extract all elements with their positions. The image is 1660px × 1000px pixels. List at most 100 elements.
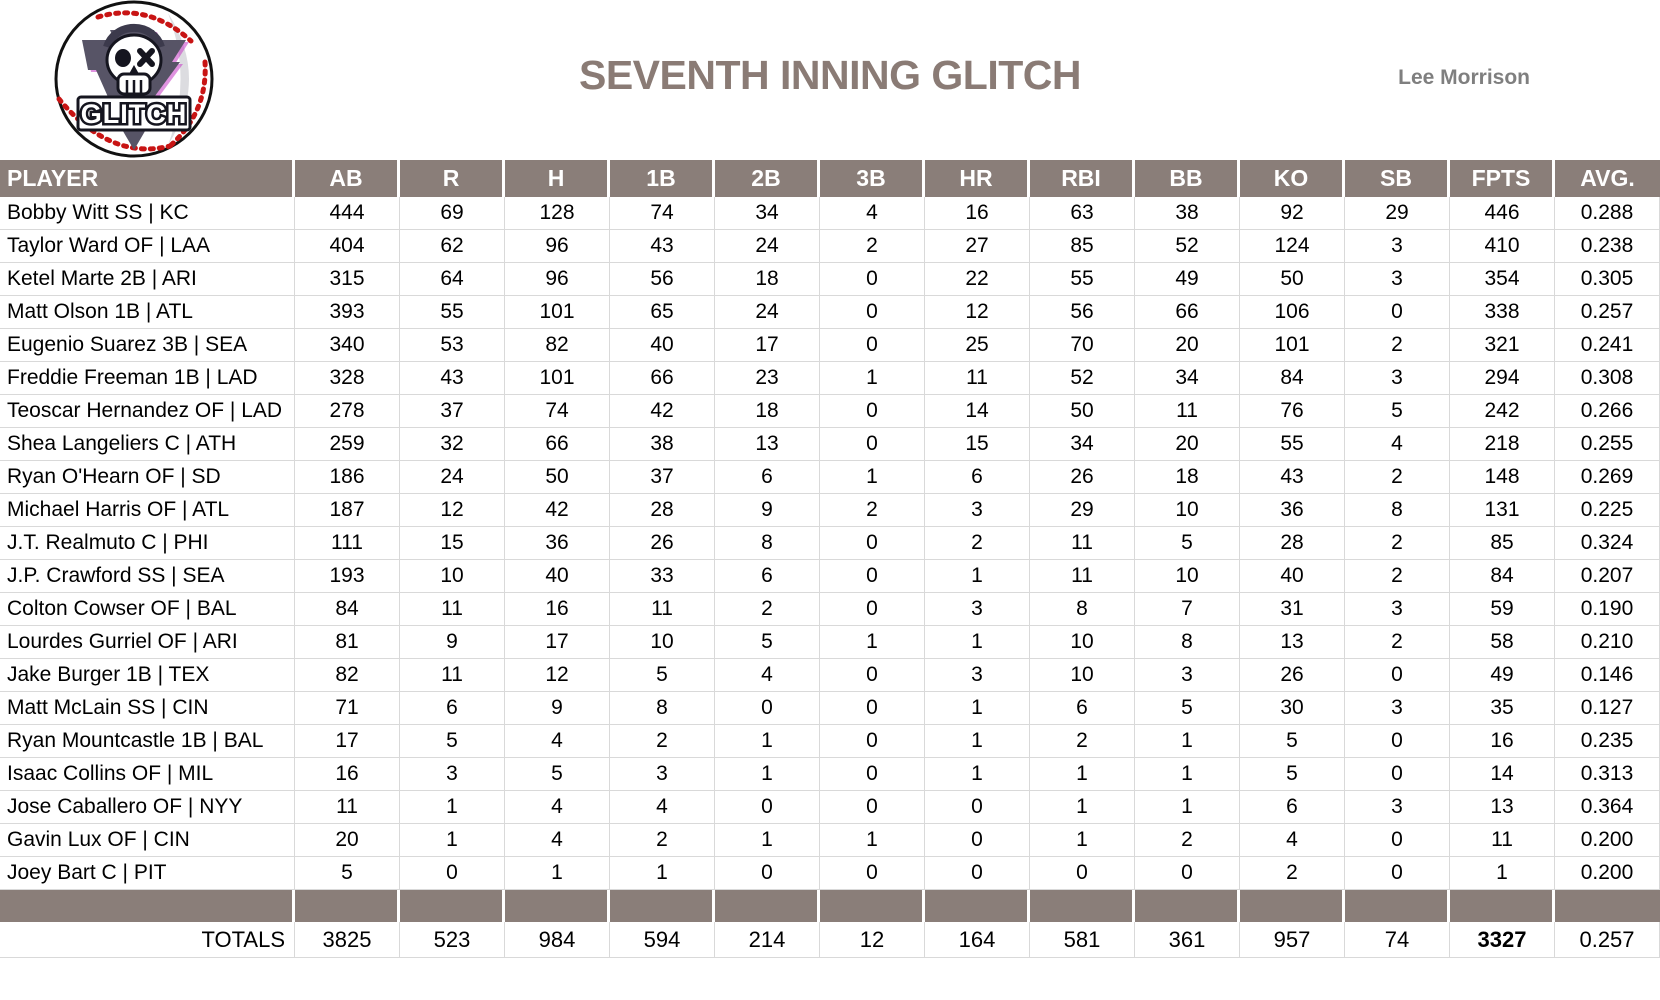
stat-cell: 1: [925, 758, 1030, 791]
stat-cell: 6: [400, 692, 505, 725]
stat-cell: 6: [1030, 692, 1135, 725]
stat-cell: 10: [1135, 560, 1240, 593]
stat-cell: 3: [610, 758, 715, 791]
stat-cell: 43: [400, 362, 505, 395]
stat-cell: 1: [925, 626, 1030, 659]
stat-cell: 15: [400, 527, 505, 560]
stat-cell: 49: [1450, 659, 1555, 692]
stat-cell: 84: [1240, 362, 1345, 395]
stat-cell: 393: [295, 296, 400, 329]
player-cell: Isaac Collins OF | MIL: [0, 758, 295, 791]
stat-cell: 148: [1450, 461, 1555, 494]
stat-cell: 84: [1450, 560, 1555, 593]
stat-cell: 9: [505, 692, 610, 725]
player-cell: Matt Olson 1B | ATL: [0, 296, 295, 329]
stat-cell: 3: [925, 593, 1030, 626]
player-cell: Gavin Lux OF | CIN: [0, 824, 295, 857]
stat-cell: 0.127: [1555, 692, 1660, 725]
stat-cell: 186: [295, 461, 400, 494]
stat-cell: 4: [505, 824, 610, 857]
stat-cell: 4: [505, 791, 610, 824]
stat-cell: 11: [400, 659, 505, 692]
player-cell: Joey Bart C | PIT: [0, 857, 295, 890]
stat-cell: 1: [925, 725, 1030, 758]
stat-cell: 30: [1240, 692, 1345, 725]
player-cell: Bobby Witt SS | KC: [0, 197, 295, 230]
stat-cell: 5: [1345, 395, 1450, 428]
separator-band-cell: [925, 890, 1030, 922]
player-cell: J.P. Crawford SS | SEA: [0, 560, 295, 593]
totals-cell-hr: 164: [925, 922, 1030, 958]
stat-cell: 1: [820, 626, 925, 659]
stat-cell: 2: [1345, 461, 1450, 494]
stat-cell: 0: [1030, 857, 1135, 890]
stat-cell: 3: [1345, 263, 1450, 296]
stat-cell: 55: [1030, 263, 1135, 296]
stat-cell: 4: [1345, 428, 1450, 461]
stat-cell: 187: [295, 494, 400, 527]
table-row: Eugenio Suarez 3B | SEA 340 53 82 40 17 0 25 70 2…: [0, 329, 1660, 362]
stat-cell: 82: [505, 329, 610, 362]
separator-band-row: [0, 890, 1660, 922]
totals-cell-rbi: 581: [1030, 922, 1135, 958]
stat-cell: 16: [1450, 725, 1555, 758]
stat-cell: 27: [925, 230, 1030, 263]
table-row: Shea Langeliers C | ATH 259 32 66 38 13 0 15 34 2…: [0, 428, 1660, 461]
stat-cell: 2: [610, 824, 715, 857]
column-header-hr: HR: [925, 160, 1030, 197]
table-header-row: PLAYER AB R H 1B 2B 3B HR RBI BB KO SB FPTS AVG.: [0, 160, 1660, 197]
stat-cell: 1: [820, 824, 925, 857]
stat-cell: 1: [400, 824, 505, 857]
stat-cell: 8: [715, 527, 820, 560]
table-row: Lourdes Gurriel OF | ARI 81 9 17 10 5 1 1 10 8 13 2…: [0, 626, 1660, 659]
skull-teeth: [125, 80, 143, 94]
stat-cell: 0: [1345, 857, 1450, 890]
stat-cell: 62: [400, 230, 505, 263]
stat-cell: 0: [1345, 659, 1450, 692]
stat-cell: 26: [610, 527, 715, 560]
stat-cell: 36: [1240, 494, 1345, 527]
stat-cell: 1: [505, 857, 610, 890]
stat-cell: 444: [295, 197, 400, 230]
stat-cell: 5: [505, 758, 610, 791]
stat-cell: 43: [610, 230, 715, 263]
stat-cell: 2: [1240, 857, 1345, 890]
stat-cell: 1: [1030, 791, 1135, 824]
stat-cell: 29: [1345, 197, 1450, 230]
glitch-banner-text: GLITCH: [81, 99, 188, 129]
table-row: Jose Caballero OF | NYY 11 1 4 4 0 0 0 1 1 6 3 13 0.3…: [0, 791, 1660, 824]
stat-cell: 10: [1030, 626, 1135, 659]
stat-cell: 1: [925, 560, 1030, 593]
stat-cell: 40: [1240, 560, 1345, 593]
stat-cell: 5: [610, 659, 715, 692]
stat-cell: 52: [1030, 362, 1135, 395]
stat-cell: 7: [1135, 593, 1240, 626]
stat-cell: 8: [1030, 593, 1135, 626]
glitch-triangle-tip: [120, 126, 148, 150]
totals-cell-h: 984: [505, 922, 610, 958]
stat-cell: 50: [505, 461, 610, 494]
stat-cell: 66: [610, 362, 715, 395]
table-row: Ryan Mountcastle 1B | BAL 17 5 4 2 1 0 1 2 1 5 0 16 0…: [0, 725, 1660, 758]
stat-cell: 23: [715, 362, 820, 395]
stat-cell: 50: [1030, 395, 1135, 428]
stat-cell: 124: [1240, 230, 1345, 263]
stat-cell: 0: [820, 560, 925, 593]
stat-cell: 17: [715, 329, 820, 362]
stat-cell: 15: [925, 428, 1030, 461]
stat-cell: 0: [925, 857, 1030, 890]
player-cell: J.T. Realmuto C | PHI: [0, 527, 295, 560]
stat-cell: 37: [400, 395, 505, 428]
stat-cell: 34: [715, 197, 820, 230]
stat-cell: 69: [400, 197, 505, 230]
stat-cell: 0.190: [1555, 593, 1660, 626]
stat-cell: 2: [1030, 725, 1135, 758]
totals-cell-2b: 214: [715, 922, 820, 958]
stat-cell: 3: [925, 494, 1030, 527]
stat-cell: 12: [925, 296, 1030, 329]
stat-cell: 1: [820, 461, 925, 494]
stat-cell: 5: [1135, 527, 1240, 560]
stat-cell: 101: [505, 296, 610, 329]
stat-cell: 4: [1240, 824, 1345, 857]
stat-cell: 16: [295, 758, 400, 791]
